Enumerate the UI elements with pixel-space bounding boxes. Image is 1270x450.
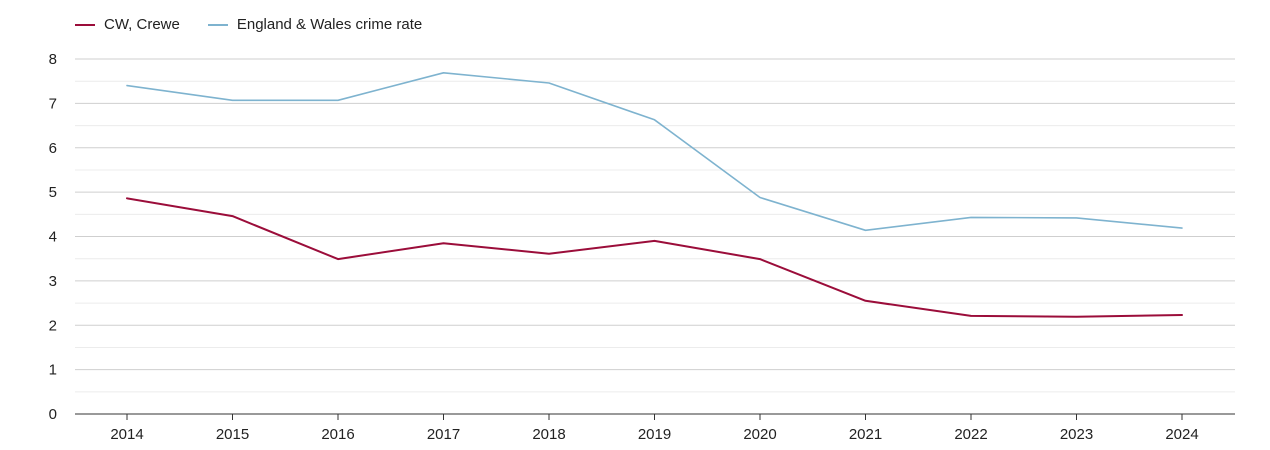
y-tick-label: 0	[49, 406, 57, 423]
series-line-england-wales	[126, 72, 1183, 232]
x-tick-label: 2015	[216, 426, 249, 443]
x-tick-label: 2020	[743, 426, 776, 443]
x-tick-label: 2016	[321, 426, 354, 443]
x-tick-label: 2017	[427, 426, 460, 443]
x-tick-label: 2022	[954, 426, 987, 443]
y-tick-label: 4	[49, 229, 57, 246]
gridlines	[75, 58, 1235, 393]
y-tick-label: 8	[49, 51, 57, 68]
legend-swatch-crewe	[75, 23, 95, 26]
x-tick-label: 2019	[638, 426, 671, 443]
legend: CW, Crewe England & Wales crime rate	[75, 16, 422, 33]
y-tick-label: 5	[49, 184, 57, 201]
y-tick-label: 6	[49, 140, 57, 157]
x-tick-label: 2018	[532, 426, 565, 443]
y-tick-label: 2	[49, 317, 57, 334]
legend-item-england-wales[interactable]: England & Wales crime rate	[207, 16, 423, 33]
y-axis-ticks: 0 1 2 3 4 5 6 7 8	[49, 51, 57, 423]
x-tick-label: 2014	[110, 426, 143, 443]
x-tick-label: 2023	[1060, 426, 1093, 443]
legend-swatch-england-wales	[207, 23, 228, 26]
x-axis: 2014 2015 2016 2017 2018 2019 2020 2021 2022 2023…	[75, 413, 1235, 443]
legend-label-crewe: CW, Crewe	[104, 16, 180, 33]
x-tick-label: 2021	[849, 426, 882, 443]
series-line-crewe	[126, 197, 1183, 318]
legend-label-england-wales: England & Wales crime rate	[236, 16, 423, 33]
y-tick-label: 3	[49, 273, 57, 290]
y-tick-label: 1	[49, 362, 57, 379]
x-tick-label: 2024	[1165, 426, 1198, 443]
y-tick-label: 7	[49, 95, 57, 112]
legend-item-crewe[interactable]: CW, Crewe	[75, 16, 180, 33]
series-lines	[126, 72, 1183, 318]
